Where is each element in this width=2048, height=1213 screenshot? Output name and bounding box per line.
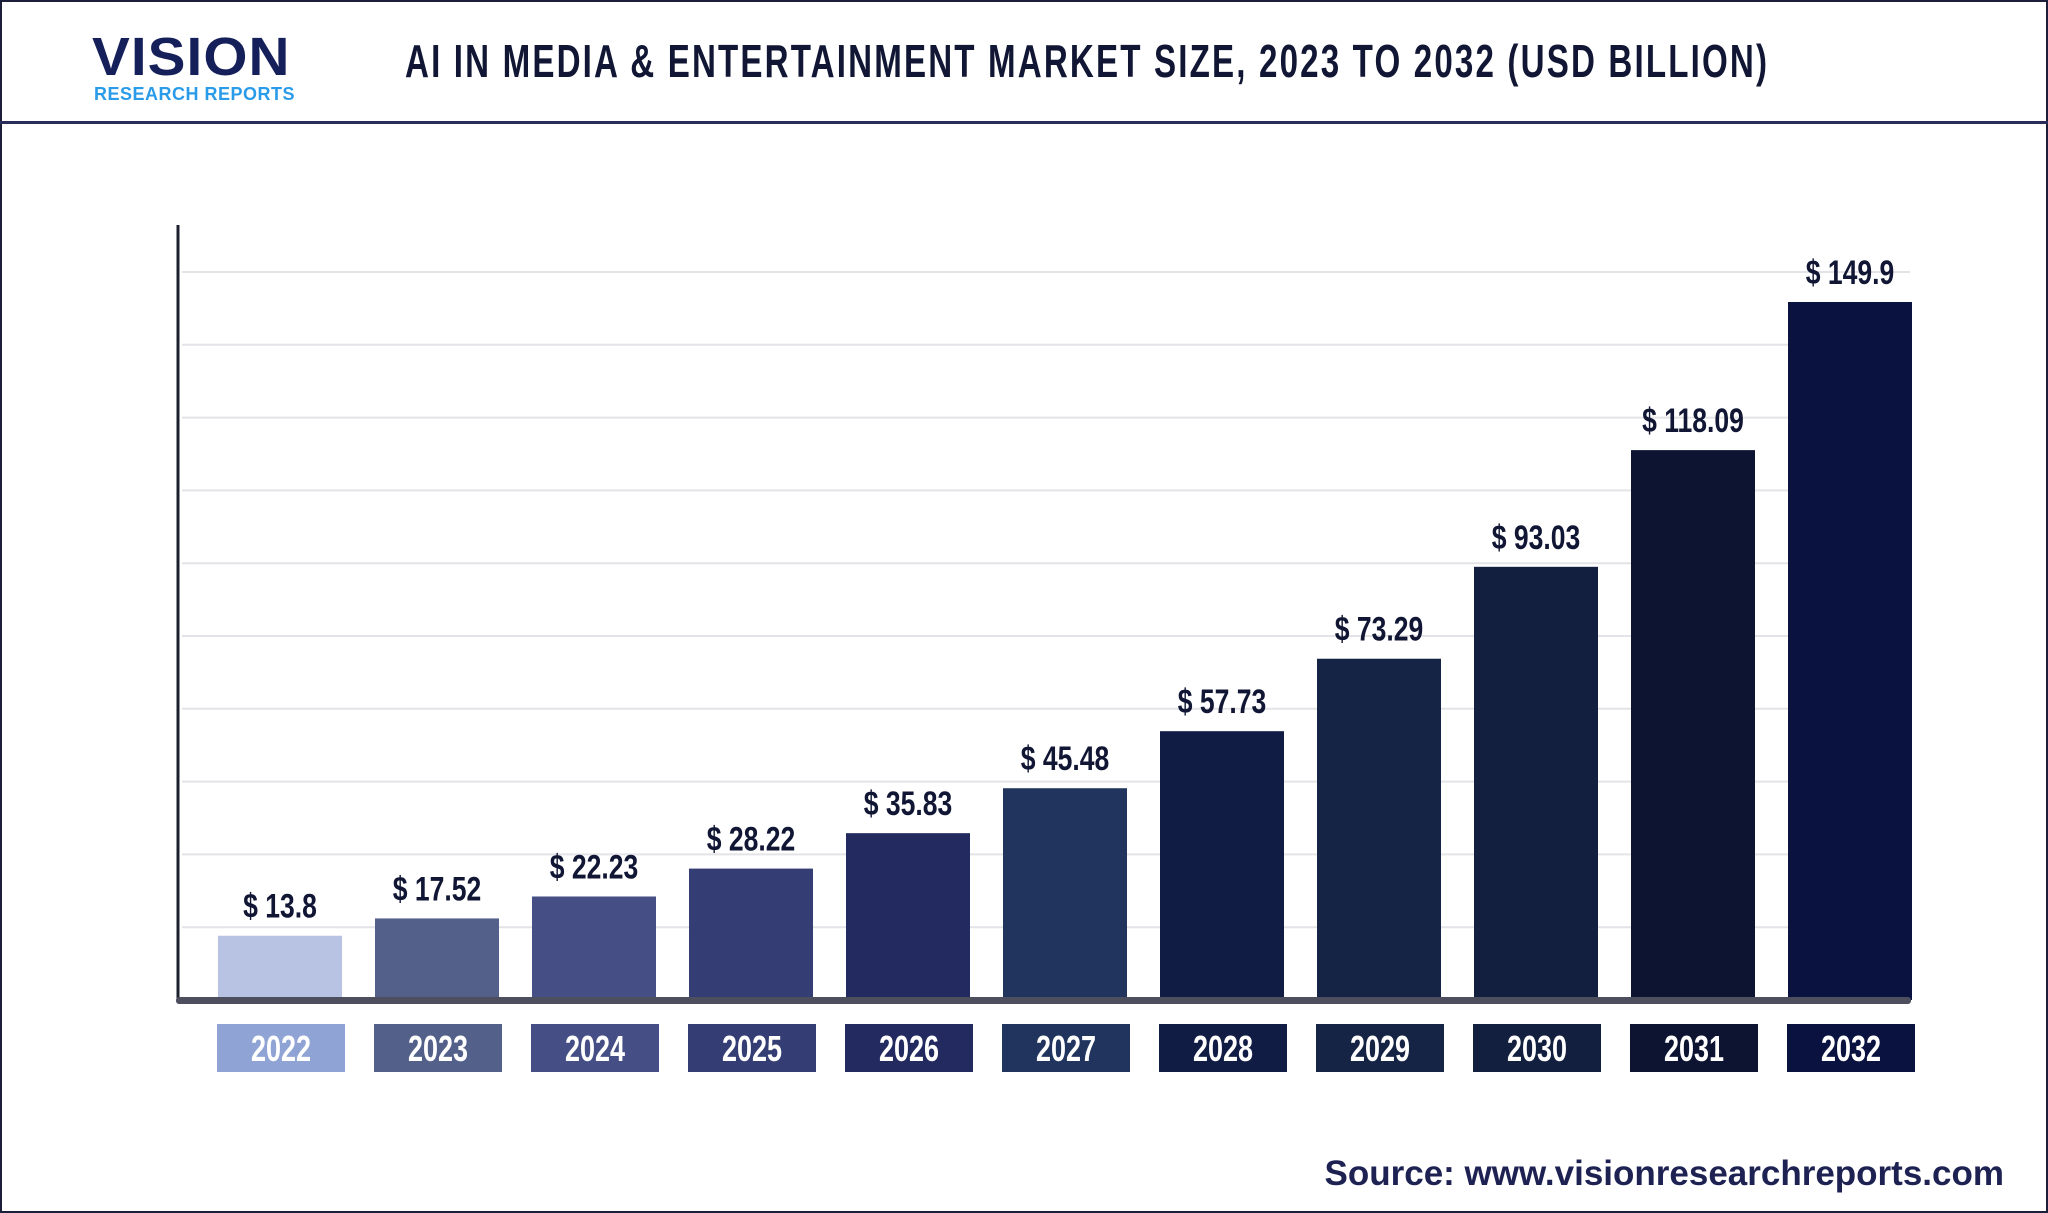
data-label: $ 13.8	[243, 888, 317, 926]
x-tick-label: 2024	[565, 1028, 625, 1069]
logo: VISION RESEARCH REPORTS	[92, 14, 312, 109]
source-text: Source: www.visionresearchreports.com	[1324, 1154, 2005, 1193]
bar-2023	[375, 918, 499, 1000]
data-label: $ 118.09	[1642, 402, 1744, 440]
logo-text: VISION	[92, 27, 291, 87]
header: VISION RESEARCH REPORTS AI IN MEDIA & EN…	[0, 0, 2048, 124]
data-label: $ 45.48	[1021, 740, 1110, 778]
year-label-box	[374, 1024, 502, 1072]
data-label: $ 22.23	[550, 848, 638, 886]
x-tick-label: 2030	[1507, 1028, 1567, 1069]
x-tick-label: 2027	[1036, 1028, 1096, 1069]
data-label: $ 35.83	[864, 785, 952, 823]
data-label: $ 149.9	[1806, 254, 1894, 292]
year-label-box	[217, 1024, 345, 1072]
chart-title: AI IN MEDIA & ENTERTAINMENT MARKET SIZE,…	[405, 35, 1770, 87]
bar-2032	[1788, 302, 1912, 1000]
bar-2028	[1160, 731, 1284, 1000]
x-tick-label: 2029	[1350, 1028, 1410, 1069]
bar-2025	[689, 868, 813, 1000]
data-label: $ 73.29	[1335, 611, 1423, 649]
data-label: $ 93.03	[1492, 519, 1580, 557]
x-axis	[176, 997, 1911, 1004]
data-label: $ 28.22	[707, 820, 795, 858]
x-tick-label: 2023	[408, 1028, 468, 1069]
x-tick-label: 2026	[879, 1028, 939, 1069]
data-label: $ 17.52	[393, 870, 481, 908]
year-label-box	[1159, 1024, 1287, 1072]
bar-2027	[1003, 788, 1127, 1000]
year-label-box	[1002, 1024, 1130, 1072]
data-label: $ 57.73	[1178, 683, 1266, 721]
x-tick-label: 2032	[1821, 1028, 1881, 1069]
year-label-box	[1473, 1024, 1601, 1072]
year-label-box	[531, 1024, 659, 1072]
x-tick-label: 2022	[251, 1028, 311, 1069]
bar-2022	[218, 935, 342, 1000]
bar-2031	[1631, 450, 1755, 1000]
year-label-box	[1787, 1024, 1915, 1072]
x-tick-label: 2025	[722, 1028, 782, 1069]
bar-2024	[532, 896, 656, 1000]
x-tick-label: 2028	[1193, 1028, 1253, 1069]
year-label-box	[1316, 1024, 1444, 1072]
year-label-box	[845, 1024, 973, 1072]
x-tick-label: 2031	[1664, 1028, 1724, 1069]
year-label-box	[688, 1024, 816, 1072]
year-label-box	[1630, 1024, 1758, 1072]
bar-2030	[1474, 566, 1598, 1000]
bar-2026	[846, 833, 970, 1000]
bar-2029	[1317, 658, 1441, 1000]
logo-subtext: RESEARCH REPORTS	[94, 84, 296, 104]
